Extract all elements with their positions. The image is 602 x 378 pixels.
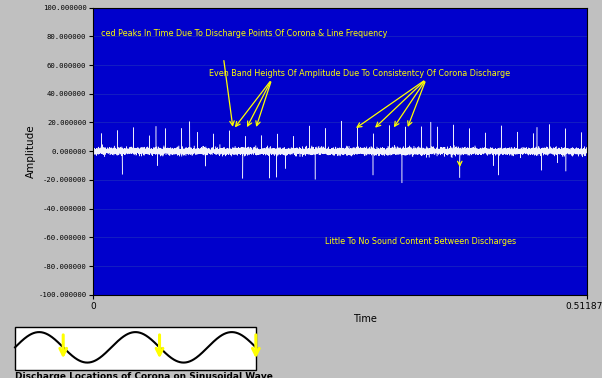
Text: Little To No Sound Content Between Discharges: Little To No Sound Content Between Disch… xyxy=(324,237,516,246)
Y-axis label: Amplitude: Amplitude xyxy=(25,124,36,178)
Text: Discharge Locations of Corona on Sinusoidal Wave: Discharge Locations of Corona on Sinusoi… xyxy=(15,372,273,378)
FancyBboxPatch shape xyxy=(15,327,256,370)
Text: Time: Time xyxy=(353,313,377,324)
Text: Even Band Heights Of Amplitude Due To Consistentcy Of Corona Discharge: Even Band Heights Of Amplitude Due To Co… xyxy=(209,69,510,78)
Text: ced Peaks In Time Due To Discharge Points Of Corona & Line Frequency: ced Peaks In Time Due To Discharge Point… xyxy=(101,29,388,38)
